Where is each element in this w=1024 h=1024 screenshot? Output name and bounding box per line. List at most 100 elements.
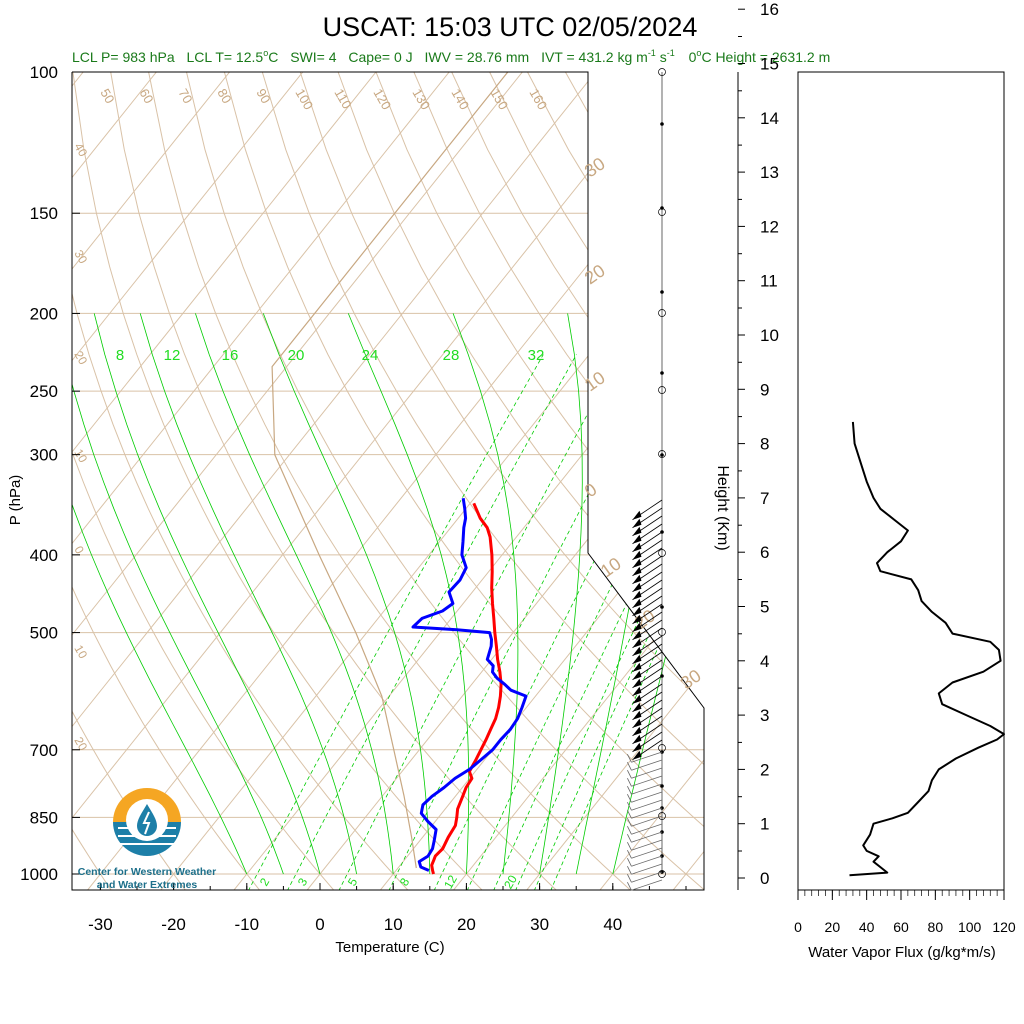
wind-flag bbox=[632, 646, 642, 656]
wind-level-dot bbox=[660, 784, 664, 788]
calm-wind-circle bbox=[658, 812, 666, 820]
chart-title: USCAT: 15:03 UTC 02/05/2024 bbox=[323, 12, 698, 42]
isotherm-line bbox=[306, 72, 704, 890]
wind-flag bbox=[632, 582, 642, 592]
moist-adiabat-line bbox=[539, 313, 583, 875]
mixing-ratio-label: 24 bbox=[362, 347, 379, 364]
mixing-ratio-label: 8 bbox=[116, 347, 124, 364]
water-drop-icon bbox=[137, 804, 157, 836]
flux-frame bbox=[797, 71, 1005, 891]
dewpoint-line bbox=[411, 497, 528, 872]
dry-adiabat-line bbox=[72, 72, 261, 890]
wind-flag bbox=[632, 734, 642, 744]
wind-level-dot bbox=[660, 290, 664, 294]
mixing-ratio-bottom-label: 2 bbox=[257, 875, 273, 888]
temperature-tick-label: 20 bbox=[457, 915, 476, 934]
adiabat-label: 40 bbox=[71, 141, 90, 160]
mixing-ratio-bottom-label: 12 bbox=[441, 872, 460, 891]
mixing-ratio-bottom-label: 20 bbox=[501, 872, 520, 891]
cw3e-logo-mark bbox=[113, 788, 181, 856]
pressure-tick-label: 400 bbox=[30, 546, 58, 565]
mixing-ratio-line bbox=[286, 354, 577, 890]
isotherm-line bbox=[159, 72, 704, 890]
wind-feather bbox=[627, 810, 632, 819]
isotherm-label: 50 bbox=[97, 86, 117, 106]
height-tick-label: 9 bbox=[760, 380, 769, 399]
dry-adiabat-line bbox=[186, 72, 704, 890]
calm-wind-circle bbox=[658, 870, 666, 878]
isotherm-line bbox=[72, 72, 523, 890]
wind-barb bbox=[631, 783, 663, 795]
mixing-ratio-bottom-label: 3 bbox=[295, 875, 311, 888]
isotherm-line bbox=[72, 72, 596, 890]
wind-barb bbox=[631, 879, 663, 891]
wind-flag bbox=[632, 566, 642, 576]
wind-barb bbox=[631, 759, 663, 771]
height-tick-label: 8 bbox=[760, 435, 769, 454]
dry-adiabat-line bbox=[110, 72, 558, 890]
temperature-tick-label: 0 bbox=[315, 915, 324, 934]
dry-adiabat-line bbox=[602, 72, 704, 890]
mixing-ratio-label: 16 bbox=[222, 347, 239, 364]
flux-tick-label: 40 bbox=[859, 919, 875, 935]
moist-adiabat-line bbox=[195, 313, 394, 875]
wind-feather bbox=[627, 858, 632, 867]
wind-flag bbox=[632, 614, 642, 624]
flux-tick-label: 20 bbox=[825, 919, 841, 935]
flux-tick-label: 120 bbox=[992, 919, 1016, 935]
info-cape: Cape= 0 J bbox=[348, 49, 412, 65]
info-zero-height-rest: C Height = 2631.2 m bbox=[701, 49, 830, 65]
isotherm-label: 80 bbox=[214, 86, 234, 106]
height-tick-label: 10 bbox=[760, 326, 779, 345]
mixing-ratio-line bbox=[247, 354, 544, 890]
parcel-path-line bbox=[271, 72, 509, 869]
height-axis-label: Height (Km) bbox=[714, 465, 731, 550]
wind-flag bbox=[632, 638, 642, 648]
wind-level-dot bbox=[660, 605, 664, 609]
dry-adiabat-line bbox=[261, 72, 704, 890]
info-ivt-exp1: -1 bbox=[648, 48, 656, 58]
info-lcl-t-degree: o bbox=[263, 48, 268, 58]
wind-flag bbox=[632, 670, 642, 680]
info-zero-height: 0 bbox=[689, 49, 697, 65]
wind-flag bbox=[632, 558, 642, 568]
wind-level-dot bbox=[660, 371, 664, 375]
flux-tick-label: 80 bbox=[928, 919, 944, 935]
isotherm-line bbox=[379, 72, 704, 890]
wind-feather bbox=[627, 834, 632, 843]
flux-axis-label: Water Vapor Flux (g/kg*m/s) bbox=[808, 944, 996, 961]
info-iwv: IWV = 28.76 mm bbox=[425, 49, 530, 65]
height-tick-label: 3 bbox=[760, 706, 769, 725]
info-ivt-exp2: -1 bbox=[667, 48, 675, 58]
temperature-tick-label: -30 bbox=[88, 915, 113, 934]
temperature-tick-label: 40 bbox=[603, 915, 622, 934]
adiabat-label: 30 bbox=[71, 248, 90, 267]
calm-wind-circle bbox=[658, 744, 666, 752]
height-tick-label: 16 bbox=[760, 0, 779, 19]
dry-adiabat-line bbox=[72, 72, 335, 890]
wind-flag bbox=[632, 750, 642, 760]
wind-flag bbox=[632, 630, 642, 640]
wind-flag bbox=[632, 662, 642, 672]
wind-flag bbox=[632, 702, 642, 712]
wind-flag bbox=[632, 710, 642, 720]
dry-adiabat-line bbox=[148, 72, 632, 890]
dry-adiabat-line bbox=[375, 72, 704, 890]
mixing-ratio-bottom-label: 5 bbox=[345, 875, 361, 888]
pressure-tick-label: 250 bbox=[30, 382, 58, 401]
pressure-axis-label: P (hPa) bbox=[7, 475, 24, 526]
height-tick-label: 4 bbox=[760, 652, 769, 671]
wind-barb bbox=[631, 847, 663, 859]
dry-adiabat-line bbox=[564, 72, 704, 890]
wind-barb bbox=[631, 751, 663, 763]
flux-tick-label: 60 bbox=[893, 919, 909, 935]
mixing-ratio-line bbox=[550, 354, 704, 890]
temperature-line bbox=[430, 502, 503, 875]
isotherm-line bbox=[452, 72, 704, 890]
isotherm-line bbox=[525, 72, 704, 890]
calm-wind-circle bbox=[658, 208, 666, 216]
wind-barb bbox=[631, 863, 663, 875]
temperature-tick-label: -10 bbox=[235, 915, 260, 934]
height-tick-label: 11 bbox=[760, 272, 778, 291]
wind-flag bbox=[632, 622, 642, 632]
